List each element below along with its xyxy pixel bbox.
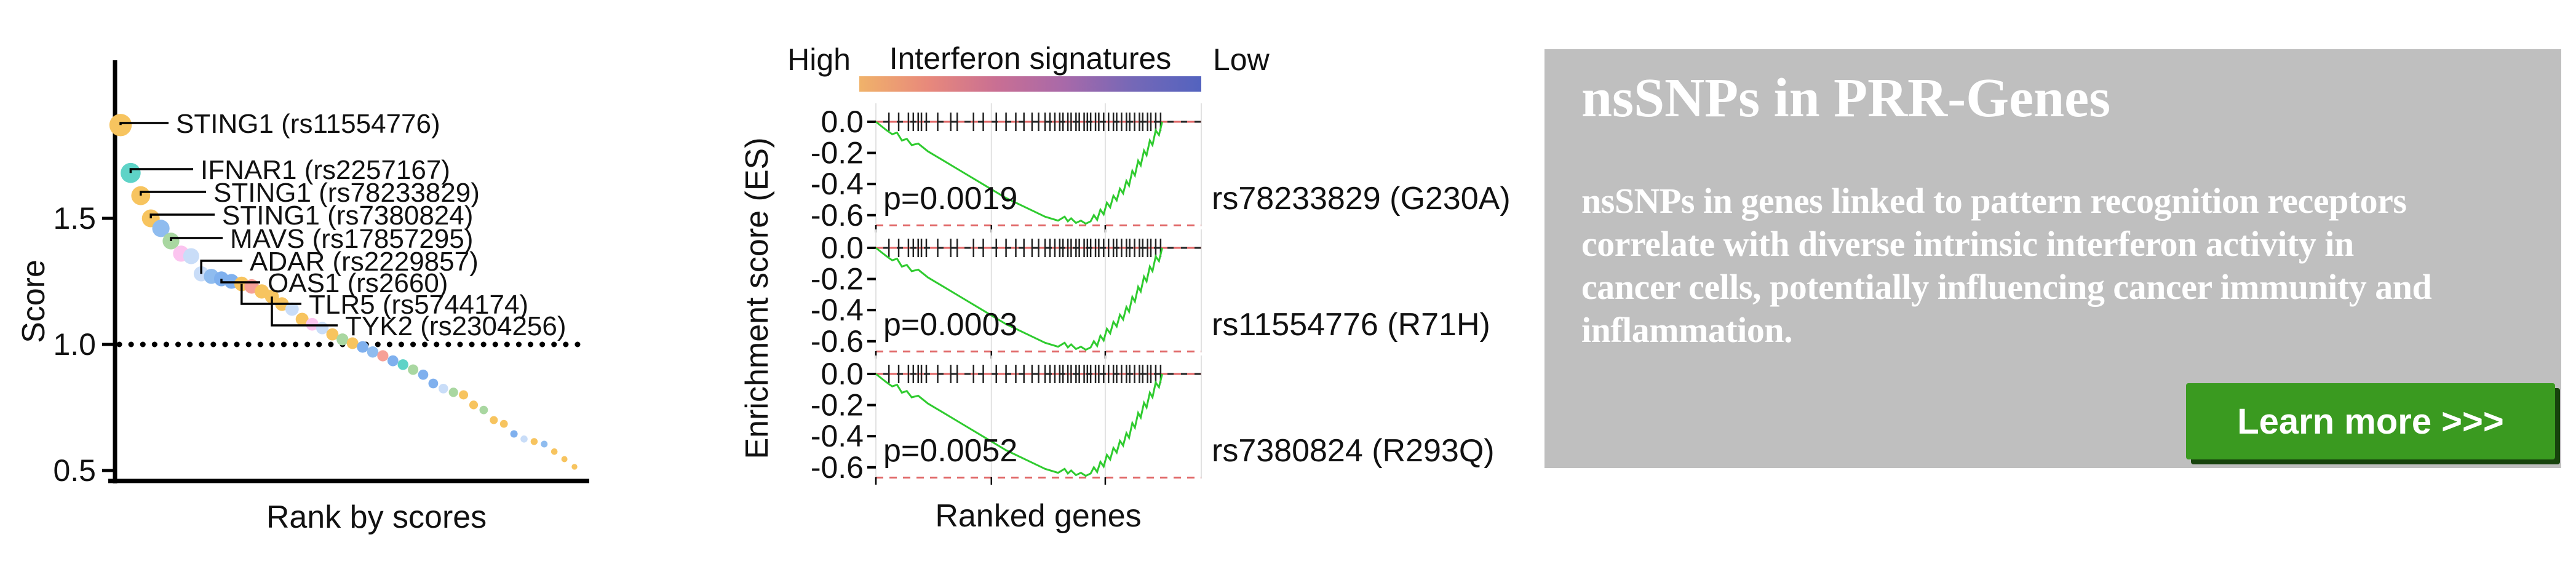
scatter-point	[397, 359, 408, 370]
gene-label: TYK2 (rs2304256)	[345, 311, 566, 341]
scatter-point	[285, 302, 299, 316]
gradient-high-label: High	[787, 42, 851, 77]
scatter-point	[510, 430, 518, 438]
scatter-point	[336, 333, 349, 346]
y-tick-label: -0.2	[811, 388, 864, 423]
snp-label: rs11554776 (R71H)	[1212, 307, 1490, 343]
snp-label: rs78233829 (G230A)	[1212, 181, 1511, 216]
scatter-point	[428, 378, 439, 389]
y-tick-label: -0.6	[811, 198, 864, 232]
y-tick-label: 1.0	[53, 327, 96, 362]
scatter-point	[499, 419, 508, 428]
label-leader-line	[149, 213, 215, 218]
scatter-point	[377, 350, 389, 362]
y-tick-label: -0.4	[811, 419, 864, 453]
scatter-point	[448, 387, 458, 397]
scatter-point	[357, 341, 368, 353]
y-axis-title: Enrichment score (ES)	[739, 137, 775, 459]
label-leader-line	[241, 284, 301, 305]
banner-title: nsSNPs in PRR-Genes	[1581, 68, 2111, 129]
learn-more-button[interactable]: Learn more >>>	[2186, 383, 2555, 459]
gene-label: TLR5 (rs5744174)	[309, 290, 528, 320]
enrichment-curve	[875, 373, 1163, 477]
y-tick-label: -0.2	[811, 262, 864, 296]
x-axis-title: Rank by scores	[266, 499, 487, 535]
label-leader-line	[170, 237, 223, 241]
gene-label: STING1 (rs78233829)	[213, 178, 480, 208]
label-leader-line	[271, 296, 338, 327]
label-leader-line	[200, 260, 242, 274]
scatter-point	[490, 416, 498, 424]
gene-label: STING1 (rs7380824)	[222, 201, 473, 231]
y-axis-title: Score	[16, 260, 52, 343]
gsea-panel: 0.0-0.2-0.4-0.6 p=0.0019 rs78233829 (G230A…	[811, 103, 1511, 232]
banner-body-line: nsSNPs in genes linked to pattern recogn…	[1581, 181, 2407, 221]
y-tick-label: -0.6	[811, 450, 864, 485]
scatter-point	[479, 405, 488, 415]
scatter-point	[295, 312, 309, 326]
label-leader-line	[220, 279, 260, 284]
label-leader-line	[119, 122, 169, 125]
p-value-label: p=0.0003	[883, 307, 1017, 343]
label-leader-line	[129, 168, 193, 173]
scatter-point	[387, 355, 399, 367]
y-tick-label: 1.5	[53, 201, 96, 236]
p-value-label: p=0.0019	[883, 181, 1017, 216]
banner-body-line: cancer cells, potentially influencing ca…	[1581, 267, 2432, 307]
scatter-point	[571, 464, 578, 470]
scatter-point	[530, 438, 538, 445]
p-value-label: p=0.0052	[883, 433, 1017, 469]
label-leader-line	[140, 191, 206, 196]
banner-body: nsSNPs in genes linked to pattern recogn…	[1581, 180, 2432, 352]
scatter-point	[183, 248, 199, 264]
scatter-point	[551, 448, 558, 455]
gradient-legend-bar	[859, 76, 1201, 92]
y-tick-label: -0.2	[811, 136, 864, 170]
y-tick-label: 0.0	[821, 231, 864, 265]
gradient-low-label: Low	[1213, 42, 1270, 77]
gene-label: ADAR (rs2229857)	[250, 247, 479, 277]
gsea-chart: High Interferon signatures Low0.0-0.2-0.4-…	[739, 41, 1511, 534]
gene-label: MAVS (rs17857295)	[230, 224, 473, 254]
y-tick-label: 0.0	[821, 357, 864, 391]
scatter-point	[459, 390, 469, 400]
y-tick-label: -0.4	[811, 293, 864, 327]
scatter-point	[469, 400, 479, 410]
y-tick-label: -0.4	[811, 167, 864, 201]
gradient-title: Interferon signatures	[889, 41, 1172, 76]
scatter-point	[561, 456, 568, 463]
y-tick-label: 0.0	[821, 105, 864, 139]
scatter-point	[346, 337, 359, 349]
enrichment-curve	[875, 121, 1163, 225]
banner-body-line: correlate with diverse intrinsic interfe…	[1581, 224, 2354, 264]
scatter-point	[408, 364, 419, 375]
rank-score-chart: 1.5 1.0 0.5 STING1 (rs11554776) IFNAR1 (rs22…	[16, 60, 592, 535]
enrichment-curve	[875, 247, 1163, 351]
gsea-panel: 0.0-0.2-0.4-0.6 p=0.0052 rs7380824 (R293Q)	[811, 355, 1495, 485]
y-tick-label: -0.6	[811, 324, 864, 359]
snp-label: rs7380824 (R293Q)	[1212, 433, 1495, 469]
gsea-panel: 0.0-0.2-0.4-0.6 p=0.0003 rs11554776 (R71H)	[811, 229, 1490, 359]
banner: nsSNPs in PRR-Genes nsSNPs in genes link…	[1544, 49, 2561, 468]
scatter-point	[418, 369, 429, 380]
scatter-point	[326, 328, 339, 341]
scatter-point	[152, 220, 170, 237]
y-tick-label: 0.5	[53, 453, 96, 488]
scatter-point	[306, 317, 319, 331]
scatter-point	[520, 435, 528, 443]
x-axis-title: Ranked genes	[935, 498, 1141, 534]
scatter-point	[541, 440, 548, 448]
gene-label: IFNAR1 (rs2257167)	[201, 155, 450, 185]
banner-body-line: inflammation.	[1581, 310, 1793, 350]
gene-label: STING1 (rs11554776)	[176, 109, 440, 139]
gene-label: OAS1 (rs2660)	[268, 268, 448, 298]
scatter-point	[439, 384, 448, 394]
scatter-point	[367, 346, 379, 358]
